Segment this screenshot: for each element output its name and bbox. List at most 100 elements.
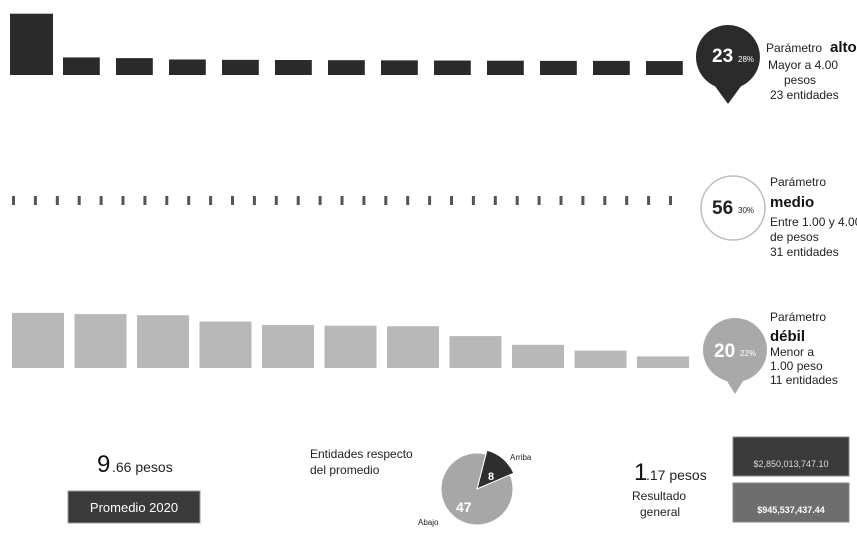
- mid-param-title: Parámetro: [770, 175, 826, 189]
- high-bar: [434, 60, 471, 75]
- mid-param-word: medio: [770, 194, 814, 211]
- average-year-button[interactable]: [67, 490, 201, 524]
- average-unit: .66 pesos: [112, 459, 173, 475]
- high-bar: [169, 59, 206, 75]
- low-bar: [324, 325, 377, 368]
- high-bar: [275, 60, 312, 75]
- mid-bar: [12, 196, 15, 205]
- low-badge-value: 20: [714, 341, 735, 362]
- low-bar: [74, 314, 127, 368]
- low-parameter-badge: 20 22% Parámetro débil Menor a 1.00 peso…: [703, 310, 838, 394]
- high-parameter-bars: [10, 13, 683, 75]
- high-bar: [328, 60, 365, 75]
- mid-bar: [77, 196, 81, 205]
- mid-bar: [493, 196, 497, 205]
- mid-badge-circle: [700, 175, 766, 241]
- low-badge-circle: [703, 318, 767, 382]
- high-bar: [116, 58, 153, 75]
- mid-bar: [362, 196, 366, 205]
- mid-badge-percent: 30%: [738, 206, 754, 215]
- low-bar: [637, 356, 689, 368]
- mid-bar: [143, 196, 147, 205]
- mid-bar: [340, 196, 344, 205]
- high-param-word: alto: [830, 39, 857, 56]
- high-bar: [222, 59, 259, 75]
- mid-bar: [428, 196, 432, 205]
- low-bar: [574, 350, 627, 368]
- mid-param-line3: 31 entidades: [770, 245, 839, 259]
- mid-bar: [99, 196, 103, 205]
- high-badge-value: 23: [712, 46, 733, 67]
- mid-bar: [187, 196, 191, 205]
- high-bar: [10, 13, 53, 75]
- mid-bar: [384, 196, 388, 205]
- mid-bar: [33, 196, 37, 205]
- amount-button-mid-label: $945,537,437.44: [757, 505, 825, 515]
- mid-badge-value: 56: [712, 198, 733, 219]
- mid-bar: [625, 196, 629, 205]
- pie-title-line2: del promedio: [310, 463, 380, 477]
- high-bar: [63, 57, 100, 75]
- mid-bar: [603, 196, 607, 205]
- high-bar: [487, 60, 524, 75]
- amount-button-dark[interactable]: [732, 436, 850, 477]
- low-param-line2: 1.00 peso: [770, 359, 823, 373]
- result-label-2: general: [640, 505, 680, 519]
- high-pin-marker: [695, 25, 760, 89]
- mid-bar: [471, 196, 475, 205]
- low-bar: [262, 325, 314, 368]
- mid-bar: [231, 196, 234, 205]
- high-bar: [646, 61, 683, 75]
- high-bar: [540, 60, 577, 75]
- mid-bar: [318, 196, 322, 205]
- mid-bar: [252, 196, 256, 205]
- result-unit: .17 pesos: [646, 467, 707, 483]
- low-param-title: Parámetro: [770, 310, 826, 324]
- mid-bar: [406, 196, 410, 205]
- high-bar: [381, 60, 418, 75]
- high-param-line3: 23 entidades: [770, 88, 839, 102]
- high-param-line1: Mayor a 4.00: [768, 58, 838, 72]
- pie-label-top: Arriba: [510, 453, 532, 462]
- low-parameter-bars: [12, 312, 689, 368]
- mid-param-line2: de pesos: [770, 230, 819, 244]
- pie-value-big: 47: [456, 499, 472, 515]
- amount-buttons: $2,850,013,747.10 $945,537,437.44: [732, 436, 850, 523]
- average-value: 9: [97, 451, 110, 478]
- high-param-title: Parámetro: [766, 41, 822, 55]
- mid-bar: [165, 196, 169, 205]
- mid-bar: [55, 196, 59, 205]
- medium-parameter-bars: [12, 196, 672, 205]
- average-summary: 9 .66 pesos Promedio 2020: [67, 451, 201, 524]
- pie-chart: [440, 449, 515, 526]
- pie-value-small: 8: [488, 471, 494, 483]
- high-badge-percent: 28%: [738, 55, 754, 64]
- high-param-line2: pesos: [784, 73, 816, 87]
- mid-bar: [537, 196, 541, 205]
- entities-vs-average: Entidades respecto del promedio Arriba A…: [310, 447, 532, 527]
- mid-parameter-badge: 56 30% Parámetro medio Entre 1.00 y 4.00…: [700, 175, 857, 259]
- average-year-label: Promedio 2020: [90, 500, 178, 515]
- low-bar: [449, 336, 502, 368]
- mid-bar: [669, 196, 672, 205]
- low-bar: [12, 312, 64, 368]
- result-value: 1: [634, 459, 647, 486]
- general-result: 1 .17 pesos Resultado general: [632, 459, 707, 519]
- low-bar: [387, 326, 439, 368]
- mid-bar: [559, 196, 563, 205]
- amount-button-mid[interactable]: [732, 482, 850, 523]
- mid-bar: [296, 196, 300, 205]
- mid-bar: [515, 196, 519, 205]
- high-parameter-badge: 23 28% Parámetro alto Mayor a 4.00 pesos…: [695, 25, 857, 104]
- mid-bar: [647, 196, 651, 205]
- low-param-word: débil: [770, 328, 805, 345]
- pie-label-bottom: Abajo: [418, 518, 439, 527]
- result-label-1: Resultado: [632, 489, 686, 503]
- low-bar: [512, 344, 564, 368]
- pie-slice-above: [476, 449, 515, 490]
- mid-bar: [450, 196, 453, 205]
- mid-bar: [274, 196, 278, 205]
- mid-param-line1: Entre 1.00 y 4.00: [770, 215, 857, 229]
- mid-bar: [209, 196, 213, 205]
